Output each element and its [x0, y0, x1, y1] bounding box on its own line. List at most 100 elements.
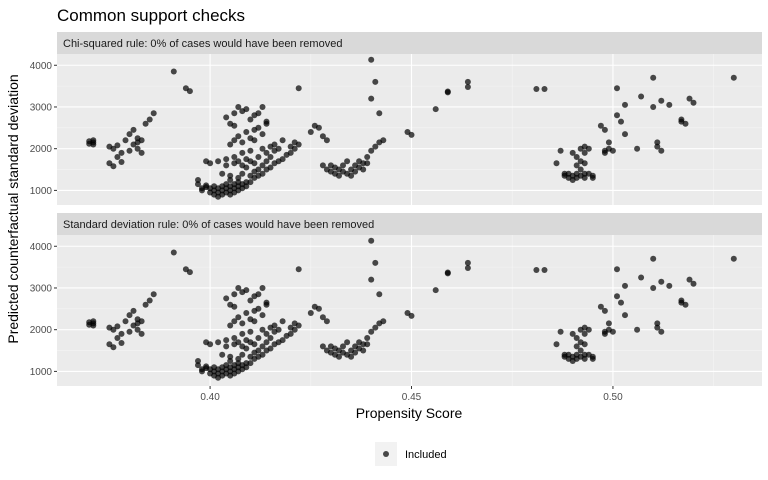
data-point	[235, 285, 242, 291]
data-point	[235, 355, 242, 362]
data-point	[372, 143, 379, 150]
data-point	[444, 269, 451, 276]
data-point	[295, 85, 302, 92]
data-point	[581, 330, 588, 337]
data-point	[186, 88, 193, 95]
y-tick-label: 3000	[30, 102, 53, 113]
data-point	[291, 145, 298, 152]
data-point	[138, 318, 145, 325]
data-point	[686, 276, 693, 283]
data-point	[336, 172, 342, 179]
data-point	[243, 364, 250, 371]
data-point	[319, 343, 326, 350]
data-point	[464, 265, 471, 271]
data-point	[227, 353, 234, 360]
data-point	[368, 95, 375, 102]
data-point	[344, 158, 351, 165]
data-point	[618, 299, 624, 306]
data-point	[557, 328, 564, 335]
data-point	[263, 149, 270, 156]
data-point	[622, 131, 628, 138]
data-point	[223, 162, 230, 169]
data-point	[114, 142, 121, 149]
data-point	[666, 101, 673, 108]
data-point	[622, 101, 628, 108]
data-point	[259, 145, 266, 152]
data-point	[259, 104, 266, 110]
data-point	[650, 255, 657, 262]
data-point	[259, 162, 266, 169]
panel-2-y-axis: 1000 2000 3000 4000	[30, 242, 57, 378]
data-point	[118, 149, 125, 156]
data-point	[255, 110, 262, 117]
panel-1-points	[86, 56, 737, 200]
data-point	[243, 310, 250, 316]
data-point	[295, 141, 302, 148]
data-point	[340, 162, 346, 169]
data-point	[150, 110, 157, 117]
data-point	[207, 341, 214, 348]
data-point	[267, 345, 274, 352]
data-point	[622, 282, 628, 289]
data-point	[239, 320, 246, 327]
data-point	[215, 339, 222, 346]
data-point	[650, 104, 657, 110]
data-point	[231, 291, 238, 298]
panel-2-points	[86, 237, 737, 381]
data-point	[243, 360, 250, 367]
data-point	[601, 149, 608, 156]
data-point	[658, 328, 665, 335]
y-tick-label: 3000	[30, 283, 53, 294]
data-point	[553, 160, 560, 167]
data-point	[90, 322, 97, 329]
data-point	[114, 323, 121, 330]
data-point	[239, 351, 246, 358]
data-point	[581, 160, 588, 167]
data-point	[464, 259, 471, 266]
data-point	[267, 335, 274, 341]
data-point	[376, 291, 383, 298]
data-point	[150, 291, 157, 298]
data-point	[195, 181, 201, 188]
data-point	[231, 303, 238, 310]
data-point	[247, 360, 254, 367]
data-point	[247, 147, 254, 154]
data-point	[368, 147, 375, 154]
data-point	[146, 116, 153, 123]
data-point	[364, 341, 371, 348]
data-point	[207, 160, 214, 167]
data-point	[581, 170, 588, 177]
y-tick-label: 4000	[30, 242, 53, 253]
data-point	[255, 347, 262, 354]
data-point	[368, 56, 375, 63]
data-point	[275, 145, 282, 152]
data-point	[690, 99, 697, 106]
data-point	[601, 330, 608, 337]
data-point	[581, 355, 588, 362]
data-point	[432, 287, 439, 294]
data-point	[678, 297, 685, 304]
data-point	[344, 339, 351, 346]
data-point	[654, 143, 661, 150]
data-point	[658, 147, 665, 154]
data-point	[170, 68, 177, 75]
data-point	[287, 149, 294, 156]
data-point	[138, 137, 145, 144]
data-point	[323, 318, 330, 325]
data-point	[609, 328, 616, 335]
data-point	[259, 326, 266, 333]
data-point	[130, 126, 137, 133]
data-point	[231, 154, 238, 160]
y-tick-label: 2000	[30, 325, 53, 336]
data-point	[295, 266, 302, 273]
data-point	[247, 328, 254, 335]
data-point	[634, 145, 641, 152]
data-point	[352, 349, 359, 356]
data-point	[557, 147, 564, 154]
data-point	[380, 318, 387, 325]
data-point	[114, 335, 121, 341]
data-point	[126, 312, 133, 319]
data-point	[223, 343, 230, 350]
data-point	[323, 137, 330, 144]
data-point	[730, 74, 737, 81]
